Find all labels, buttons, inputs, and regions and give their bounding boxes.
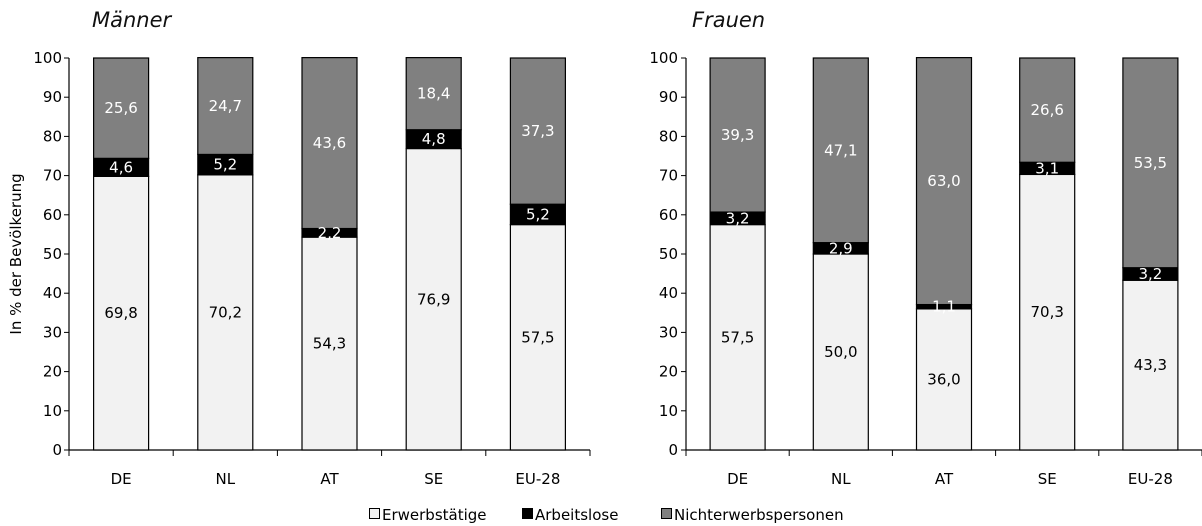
maenner-y-tick-label: 50: [43, 245, 62, 263]
legend-label-erwerbstaetige: Erwerbstätige: [382, 506, 487, 524]
maenner-data-label-de-arbeitslose: 4,6: [109, 158, 133, 176]
maenner-bar-nl-erwerbstaetige: [197, 174, 254, 451]
maenner-data-label-at-nichterwerbspersonen: 43,6: [313, 134, 346, 152]
frauen-data-label-nl-nichterwerbspersonen: 47,1: [824, 141, 857, 159]
maenner-y-tick-label: 100: [33, 49, 62, 67]
frauen-y-tick-label: 100: [649, 49, 678, 67]
maenner-data-label-eu-28-erwerbstaetige: 57,5: [521, 328, 554, 346]
chart-panel-maenner: 0 10 20 30 40 50 60 70 80 90 100 In % der Bevölkeru…: [7, 49, 591, 488]
maenner-bar-se-erwerbstaetige: [405, 147, 462, 451]
frauen-data-label-at-arbeitslose: 1,1: [932, 298, 956, 316]
legend-item-erwerbstaetige: Erwerbstätige: [369, 506, 487, 524]
legend-item-nichterwerbspersonen: Nichterwerbspersonen: [661, 506, 844, 524]
maenner-bar-at-nichterwerbspersonen: [301, 57, 358, 230]
frauen-bar-nl-nichterwerbspersonen: [812, 57, 869, 244]
maenner-y-axis-title: In % der Bevölkerung: [7, 173, 25, 334]
frauen-bar-se-erwerbstaetige: [1019, 173, 1076, 451]
frauen-data-label-de-nichterwerbspersonen: 39,3: [721, 126, 754, 144]
frauen-x-tick-label-nl: NL: [831, 470, 851, 488]
maenner-data-label-de-erwerbstaetige: 69,8: [104, 304, 137, 322]
legend-label-arbeitslose: Arbeitslose: [535, 506, 619, 524]
frauen-y-tick-label: 30: [659, 323, 678, 341]
maenner-bar-at-erwerbstaetige: [301, 236, 358, 451]
maenner-y-tick-label: 30: [43, 323, 62, 341]
frauen-bar-se-nichterwerbspersonen: [1019, 57, 1076, 163]
maenner-x-tick-label-at: AT: [320, 470, 339, 488]
frauen-y-tick-label: 10: [659, 402, 678, 420]
chart-title-maenner: Männer: [92, 8, 172, 32]
legend-item-arbeitslose: Arbeitslose: [522, 506, 618, 524]
chart-title-frauen: Frauen: [692, 8, 766, 32]
frauen-data-label-de-arbeitslose: 3,2: [726, 209, 750, 227]
maenner-bar-nl-nichterwerbspersonen: [197, 57, 254, 156]
maenner-data-label-nl-nichterwerbspersonen: 24,7: [209, 97, 242, 115]
frauen-bar-at-nichterwerbspersonen: [915, 57, 973, 306]
maenner-data-label-nl-arbeitslose: 5,2: [213, 156, 237, 174]
maenner-x-tick-label-nl: NL: [216, 470, 236, 488]
maenner-bar-eu-28-nichterwerbspersonen: [509, 57, 566, 205]
maenner-data-label-se-erwerbstaetige: 76,9: [417, 290, 450, 308]
maenner-x-tick-label-de: DE: [111, 470, 132, 488]
frauen-x-tick-label-eu-28: EU-28: [1128, 470, 1173, 488]
maenner-data-label-se-nichterwerbspersonen: 18,4: [417, 85, 450, 103]
frauen-y-tick-label: 70: [659, 167, 678, 185]
chart-panel-frauen: 0 10 20 30 40 50 60 70 80 90 100 57,5 3,2 39,3 DE 50,0 2…: [649, 49, 1202, 488]
maenner-bar-se-nichterwerbspersonen: [405, 57, 462, 131]
frauen-data-label-nl-erwerbstaetige: 50,0: [824, 343, 857, 361]
maenner-y-tick-label: 40: [43, 284, 62, 302]
maenner-bar-eu-28-erwerbstaetige: [509, 224, 566, 451]
maenner-data-label-at-erwerbstaetige: 54,3: [313, 335, 346, 353]
frauen-data-label-eu-28-arbeitslose: 3,2: [1138, 265, 1162, 283]
maenner-x-tick-label-se: SE: [424, 470, 443, 488]
frauen-data-label-se-nichterwerbspersonen: 26,6: [1030, 101, 1063, 119]
frauen-bar-de-erwerbstaetige: [709, 224, 766, 451]
frauen-y-tick-label: 90: [659, 88, 678, 106]
frauen-y-tick-label: 40: [659, 284, 678, 302]
frauen-data-label-de-erwerbstaetige: 57,5: [721, 328, 754, 346]
frauen-bar-eu-28-nichterwerbspersonen: [1122, 57, 1179, 269]
legend-swatch-arbeitslose: [522, 508, 533, 519]
maenner-y-tick-label: 70: [43, 167, 62, 185]
maenner-data-label-nl-erwerbstaetige: 70,2: [209, 303, 242, 321]
frauen-x-tick-label-de: DE: [727, 470, 748, 488]
legend: Erwerbstätige Arbeitslose Nichterwerbspe…: [0, 506, 1202, 526]
frauen-data-label-eu-28-nichterwerbspersonen: 53,5: [1134, 154, 1167, 172]
frauen-y-tick-label: 50: [659, 245, 678, 263]
frauen-bar-at-erwerbstaetige: [915, 308, 973, 451]
maenner-data-label-at-arbeitslose: 2,2: [318, 224, 342, 242]
maenner-data-label-de-nichterwerbspersonen: 25,6: [104, 99, 137, 117]
legend-swatch-erwerbstaetige: [369, 508, 380, 519]
frauen-data-label-eu-28-erwerbstaetige: 43,3: [1134, 356, 1167, 374]
legend-swatch-nichterwerbspersonen: [661, 508, 672, 519]
maenner-y-tick-label: 20: [43, 363, 62, 381]
frauen-y-tick-label: 20: [659, 363, 678, 381]
frauen-data-label-se-arbeitslose: 3,1: [1035, 159, 1059, 177]
frauen-data-label-at-erwerbstaetige: 36,0: [927, 370, 960, 388]
maenner-x-tick-label-eu-28: EU-28: [515, 470, 560, 488]
frauen-bar-de-nichterwerbspersonen: [709, 57, 766, 213]
maenner-bar-de-nichterwerbspersonen: [92, 57, 150, 159]
maenner-y-tick-label: 10: [43, 402, 62, 420]
maenner-data-label-eu-28-nichterwerbspersonen: 37,3: [521, 122, 554, 140]
maenner-y-tick-label: 0: [52, 441, 62, 459]
frauen-y-tick-label: 0: [668, 441, 678, 459]
frauen-bar-nl-erwerbstaetige: [812, 253, 869, 451]
maenner-y-tick-label: 80: [43, 127, 62, 145]
frauen-data-label-at-nichterwerbspersonen: 63,0: [927, 172, 960, 190]
maenner-data-label-eu-28-arbeitslose: 5,2: [526, 205, 550, 223]
maenner-y-tick-label: 60: [43, 206, 62, 224]
frauen-data-label-se-erwerbstaetige: 70,3: [1030, 303, 1063, 321]
frauen-x-tick-label-at: AT: [935, 470, 954, 488]
maenner-y-tick-label: 90: [43, 88, 62, 106]
frauen-x-tick-label-se: SE: [1038, 470, 1057, 488]
frauen-y-tick-label: 60: [659, 206, 678, 224]
frauen-y-tick-label: 80: [659, 127, 678, 145]
maenner-data-label-se-arbeitslose: 4,8: [422, 130, 446, 148]
legend-label-nichterwerbspersonen: Nichterwerbspersonen: [674, 506, 844, 524]
frauen-data-label-nl-arbeitslose: 2,9: [829, 239, 853, 257]
